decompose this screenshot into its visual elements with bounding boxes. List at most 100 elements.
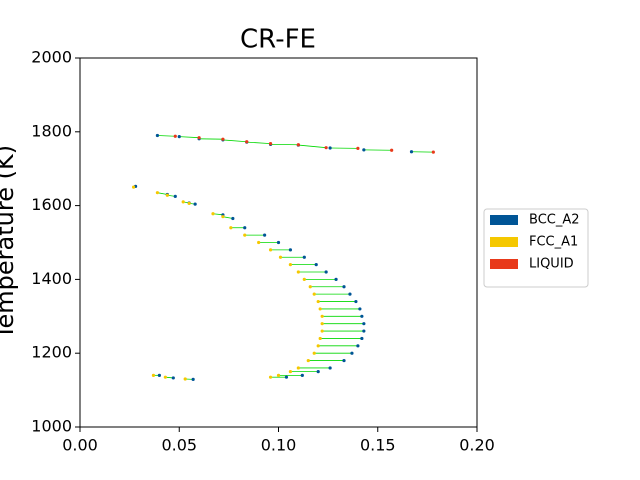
phase-point	[177, 134, 181, 139]
legend-swatch	[490, 237, 518, 247]
tieline	[212, 213, 223, 216]
phase-point	[229, 226, 233, 230]
phase-point	[308, 285, 312, 289]
phase-point	[318, 307, 322, 311]
y-tick-label: 1000	[31, 417, 72, 436]
x-tick-label: 0.15	[360, 436, 396, 455]
phase-point	[409, 150, 414, 154]
tieline	[246, 141, 271, 145]
legend-swatch	[490, 215, 518, 225]
phase-point	[221, 137, 225, 141]
phase-point	[191, 377, 195, 381]
phase-point	[151, 373, 156, 377]
legend-swatch	[490, 259, 518, 269]
tieline	[298, 144, 327, 149]
phase-point	[324, 270, 328, 274]
phase-point	[316, 344, 320, 348]
phase-point	[390, 148, 394, 152]
phase-point	[193, 202, 197, 206]
phase-point	[306, 358, 310, 363]
tieline	[222, 216, 233, 219]
phase-point	[342, 285, 346, 289]
tieline	[179, 136, 200, 139]
phase-point	[183, 377, 187, 381]
tieline	[157, 192, 168, 195]
phase-point	[268, 142, 273, 146]
phase-point	[245, 140, 249, 144]
phase-point	[173, 134, 177, 138]
phase-point	[155, 133, 160, 138]
x-tick-label: 0.10	[261, 436, 297, 455]
phase-point	[350, 351, 354, 355]
chart-title: CR-FE	[240, 25, 316, 55]
phase-point	[356, 146, 360, 151]
y-axis-label: Temperature (K)	[0, 145, 19, 340]
phase-point	[278, 255, 283, 259]
phase-point	[314, 263, 318, 267]
phase-point	[268, 248, 273, 252]
phase-point	[276, 240, 281, 245]
y-tick-label: 1400	[31, 269, 72, 288]
phase-point	[312, 292, 316, 296]
phase-point	[300, 373, 304, 377]
phase-point	[221, 215, 225, 219]
x-axis-label: X(CR)	[244, 477, 313, 480]
x-tick-label: 0.00	[62, 436, 98, 455]
y-tick-label: 1600	[31, 195, 72, 214]
phase-point	[284, 375, 289, 379]
phase-point	[358, 307, 362, 311]
phase-point	[362, 329, 366, 333]
phase-point	[165, 193, 169, 197]
phase-point	[348, 292, 352, 296]
phase-point	[356, 344, 360, 348]
phase-point	[257, 240, 261, 245]
legend-label: FCC_A1	[529, 235, 578, 250]
phase-point	[268, 375, 273, 379]
phase-point	[211, 212, 215, 216]
phase-point	[431, 150, 435, 154]
phase-point	[316, 370, 320, 374]
x-tick-label: 0.05	[161, 436, 197, 455]
legend-label: BCC_A2	[529, 213, 580, 228]
tieline	[222, 139, 247, 143]
phase-point	[362, 322, 366, 326]
phase-point	[296, 143, 300, 147]
y-tick-label: 1800	[31, 121, 72, 140]
y-tick-label: 2000	[31, 48, 72, 67]
legend-label: LIQUID	[529, 257, 574, 272]
phase-point	[296, 270, 300, 274]
phase-point	[360, 336, 364, 341]
phase-point	[312, 351, 316, 355]
phase-point	[157, 373, 161, 377]
phase-point	[334, 277, 338, 281]
phase-point	[163, 375, 167, 379]
phase-point	[187, 201, 191, 205]
phase-point	[324, 146, 328, 150]
phase-point	[288, 370, 293, 374]
phase-point	[288, 263, 293, 267]
phase-point	[302, 277, 306, 281]
tieline	[157, 135, 176, 137]
phase-point	[302, 255, 306, 259]
phase-point	[276, 373, 281, 377]
phase-point	[354, 299, 358, 304]
phase-point	[131, 185, 136, 189]
phase-point	[181, 200, 185, 204]
phase-point	[243, 233, 247, 237]
phase-point	[263, 233, 267, 237]
x-tick-label: 0.20	[459, 436, 495, 455]
phase-point	[362, 148, 366, 152]
phase-point	[328, 366, 332, 370]
phase-point	[320, 322, 324, 326]
phase-point	[328, 146, 332, 150]
phase-point	[288, 248, 293, 252]
phase-point	[243, 226, 247, 230]
phase-point	[318, 336, 322, 341]
phase-point	[320, 314, 324, 318]
y-tick-label: 1200	[31, 343, 72, 362]
phase-point	[360, 314, 364, 318]
phase-point	[316, 299, 320, 304]
phase-point	[197, 136, 201, 140]
